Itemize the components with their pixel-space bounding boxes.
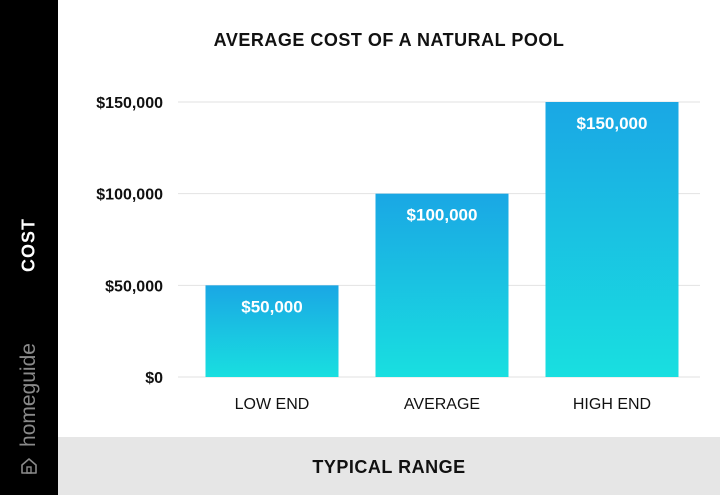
sidebar: COST homeguide — [0, 0, 58, 495]
home-icon — [21, 458, 37, 474]
x-tick-label: HIGH END — [573, 396, 651, 413]
bar-value-label: $50,000 — [241, 297, 302, 316]
x-tick-label: AVERAGE — [404, 396, 480, 413]
bar-value-label: $100,000 — [407, 206, 478, 225]
y-tick-label: $0 — [145, 370, 163, 387]
x-axis-band: TYPICAL RANGE — [58, 437, 720, 495]
bar-average — [375, 193, 509, 377]
y-tick-label: $150,000 — [96, 95, 163, 112]
y-tick-label: $100,000 — [96, 187, 163, 204]
bar-low-end — [205, 285, 339, 377]
y-tick-label: $50,000 — [105, 278, 163, 295]
x-axis-label: TYPICAL RANGE — [312, 457, 466, 477]
x-tick-label: LOW END — [235, 396, 310, 413]
bar-chart: $0 $50,000 $100,000 $150,000 $50,000 LOW END $… — [96, 95, 700, 413]
bar-value-label: $150,000 — [577, 114, 648, 133]
chart-title: AVERAGE COST OF A NATURAL POOL — [213, 30, 565, 50]
bar-high-end — [545, 102, 679, 377]
